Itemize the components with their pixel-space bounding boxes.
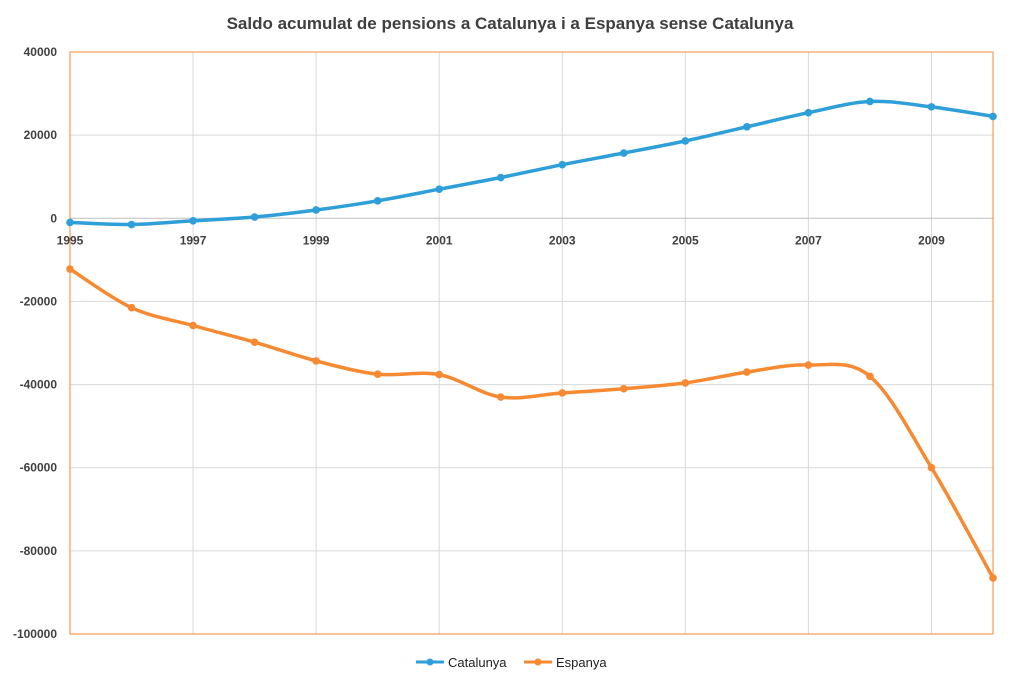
data-point-catalunya xyxy=(435,185,444,193)
data-point-espanya xyxy=(927,463,936,472)
data-point-catalunya xyxy=(743,123,751,131)
x-tick-label: 1995 xyxy=(57,233,84,247)
data-point-catalunya xyxy=(866,97,874,106)
legend-marker-catalunya xyxy=(426,658,434,666)
x-tick-label: 2007 xyxy=(795,233,822,247)
y-tick-label: -40000 xyxy=(20,378,58,392)
data-point-espanya xyxy=(127,303,136,312)
x-tick-label: 2003 xyxy=(549,233,576,247)
data-point-espanya xyxy=(804,361,813,369)
gridlines xyxy=(70,51,993,635)
x-tick-label: 2001 xyxy=(426,233,453,247)
data-point-catalunya xyxy=(66,218,74,227)
legend-item-catalunya: Catalunya xyxy=(416,655,507,670)
data-point-espanya xyxy=(496,393,505,401)
data-point-catalunya xyxy=(496,173,505,182)
series-espanya xyxy=(66,265,997,582)
data-point-catalunya xyxy=(927,103,936,111)
data-point-catalunya xyxy=(989,112,997,121)
x-axis-tick-labels: 1995 1997 1999 2001 2003 2005 2007 2009 xyxy=(57,233,945,247)
data-point-catalunya xyxy=(189,216,197,225)
data-point-espanya xyxy=(743,368,751,376)
x-tick-label: 1999 xyxy=(303,233,330,247)
data-point-espanya xyxy=(558,389,567,397)
data-point-catalunya xyxy=(127,220,136,229)
series-catalunya xyxy=(66,97,997,229)
data-series xyxy=(66,97,997,582)
data-point-espanya xyxy=(620,384,628,393)
y-tick-label: 0 xyxy=(50,211,57,225)
series-line-catalunya xyxy=(68,99,995,227)
legend: Catalunya Espanya xyxy=(416,655,607,670)
y-axis-tick-labels: 40000 20000 0 -20000 -40000 -60000 -80000 -1000… xyxy=(13,45,57,641)
data-point-espanya xyxy=(250,338,259,346)
chart-title: Saldo acumulat de pensions a Catalunya i… xyxy=(227,14,794,33)
x-tick-label: 1997 xyxy=(180,233,207,247)
data-point-catalunya xyxy=(558,160,567,169)
data-point-espanya xyxy=(866,372,874,381)
data-point-espanya xyxy=(189,321,197,330)
data-point-espanya xyxy=(373,370,382,378)
data-point-espanya xyxy=(66,265,74,273)
data-point-espanya xyxy=(435,370,444,379)
y-tick-label: -100000 xyxy=(13,627,57,641)
y-tick-label: -80000 xyxy=(20,544,58,558)
legend-label-catalunya: Catalunya xyxy=(448,655,507,670)
x-tick-label: 2005 xyxy=(672,233,699,247)
data-point-catalunya xyxy=(804,108,813,117)
data-point-catalunya xyxy=(620,149,628,157)
y-tick-label: 20000 xyxy=(24,128,58,142)
data-point-espanya xyxy=(989,574,997,582)
legend-label-espanya: Espanya xyxy=(556,655,607,670)
data-point-espanya xyxy=(312,357,320,365)
plot-area-border xyxy=(69,51,994,635)
y-tick-label: 40000 xyxy=(24,45,58,59)
series-line-espanya xyxy=(68,267,995,580)
x-tick-label: 2009 xyxy=(918,233,945,247)
legend-marker-espanya xyxy=(534,658,542,666)
legend-item-espanya: Espanya xyxy=(524,655,607,670)
y-tick-label: -60000 xyxy=(20,461,58,475)
y-tick-label: -20000 xyxy=(20,294,58,308)
data-point-catalunya xyxy=(250,213,259,221)
data-point-catalunya xyxy=(312,206,320,214)
data-point-espanya xyxy=(681,379,690,387)
data-point-catalunya xyxy=(681,137,690,145)
data-point-catalunya xyxy=(373,197,382,205)
